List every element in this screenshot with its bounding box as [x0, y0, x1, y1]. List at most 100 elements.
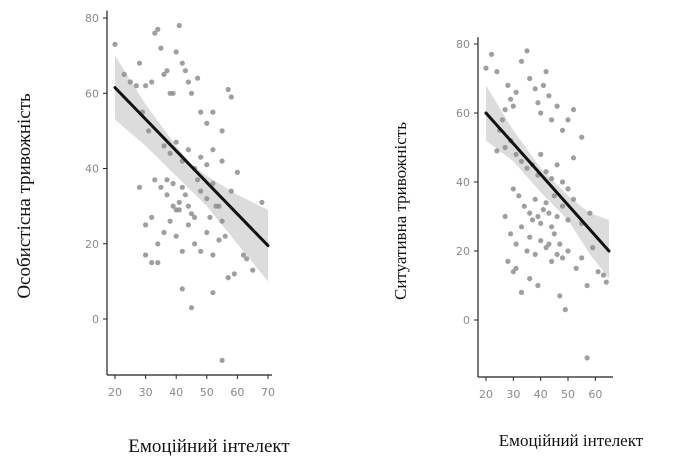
data-point: [518, 58, 525, 64]
data-point: [155, 241, 161, 247]
data-point: [510, 103, 516, 109]
data-point: [225, 86, 231, 93]
data-point: [532, 196, 538, 202]
data-point: [210, 180, 216, 187]
data-point: [244, 256, 250, 262]
data-point: [595, 269, 601, 275]
regression-line: [484, 111, 611, 253]
x-tick-label: 60: [588, 388, 602, 401]
data-point: [213, 203, 219, 209]
data-point: [549, 224, 555, 230]
x-tick-label: 20: [108, 386, 122, 399]
data-point: [216, 237, 222, 243]
data-point: [167, 150, 173, 156]
data-point: [149, 260, 155, 266]
data-point: [152, 177, 158, 183]
data-point: [158, 45, 164, 51]
data-point: [549, 117, 555, 123]
regression-line-layer: [113, 86, 270, 248]
data-point: [559, 203, 566, 209]
data-point: [149, 214, 155, 220]
data-point: [179, 60, 185, 66]
data-point: [570, 107, 577, 113]
data-point: [546, 93, 552, 99]
data-point: [535, 100, 541, 106]
y-tick-label: 0: [92, 313, 99, 326]
data-point: [516, 193, 522, 199]
data-point: [167, 218, 173, 224]
data-point: [557, 293, 563, 299]
axes-layer: 0 20 40 60 80 20 30 40 50 60: [456, 37, 613, 401]
data-point: [529, 217, 536, 223]
data-point: [219, 158, 225, 164]
data-point: [127, 79, 133, 85]
data-point: [143, 222, 149, 228]
data-point: [494, 148, 500, 154]
data-point: [152, 30, 158, 36]
y-tick-label: 20: [85, 238, 99, 251]
data-point: [549, 176, 555, 182]
x-tick-label: 30: [139, 386, 153, 399]
data-point: [532, 86, 538, 92]
data-point: [185, 79, 191, 85]
data-point: [210, 252, 216, 258]
data-point: [600, 272, 607, 278]
data-point: [603, 279, 609, 285]
data-point: [502, 107, 508, 113]
x-axis-title: Емоційний інтелект: [499, 431, 644, 450]
data-point: [543, 245, 549, 251]
data-point: [538, 220, 544, 226]
data-point: [170, 90, 176, 96]
y-axis-title: Ситуативна тривожність: [391, 122, 410, 300]
y-tick-label: 40: [85, 163, 99, 176]
data-point: [185, 203, 191, 209]
data-point: [158, 184, 164, 190]
data-point: [143, 83, 149, 89]
data-point: [182, 68, 188, 74]
data-point: [198, 154, 204, 160]
data-point: [527, 75, 533, 82]
data-point: [161, 143, 167, 149]
data-point: [510, 186, 516, 192]
data-point: [502, 144, 508, 151]
data-point: [188, 90, 195, 96]
data-point: [584, 282, 590, 289]
x-axis-title: Емоційний інтелект: [128, 436, 290, 457]
data-point: [146, 128, 152, 134]
data-point: [535, 282, 541, 289]
chart-personal-anxiety: 0 20 40 60 80 20 30 40 50 60 70 Особистісна тривож…: [14, 10, 290, 457]
data-point: [210, 147, 216, 153]
y-tick-label: 60: [456, 107, 470, 120]
data-point: [513, 265, 519, 271]
x-tick-label: 40: [534, 388, 548, 401]
data-point: [164, 177, 170, 183]
data-point: [210, 109, 216, 115]
data-point: [173, 233, 179, 239]
data-point: [540, 207, 547, 213]
data-point: [554, 213, 560, 220]
axes-layer: 0 20 40 60 80 20 30 40 50 60 70: [85, 10, 275, 399]
y-tick-label: 0: [463, 314, 470, 327]
data-point: [559, 127, 566, 133]
y-axis-title: Особистісна тривожність: [14, 93, 35, 299]
data-point: [535, 213, 541, 220]
data-point: [176, 207, 182, 213]
data-point: [543, 69, 549, 75]
data-point: [554, 251, 560, 257]
data-point: [176, 199, 182, 205]
regression-line: [113, 86, 270, 248]
data-point: [192, 214, 198, 220]
x-tick-label: 50: [200, 386, 214, 399]
data-point: [136, 60, 143, 66]
data-point: [143, 252, 149, 258]
data-point: [570, 196, 577, 202]
data-point: [185, 147, 191, 153]
data-point: [513, 89, 519, 95]
data-point: [250, 267, 256, 273]
data-point: [562, 307, 568, 313]
data-point: [155, 260, 161, 266]
data-point: [524, 165, 530, 171]
data-point: [508, 96, 514, 102]
x-tick-label: 30: [506, 388, 520, 401]
